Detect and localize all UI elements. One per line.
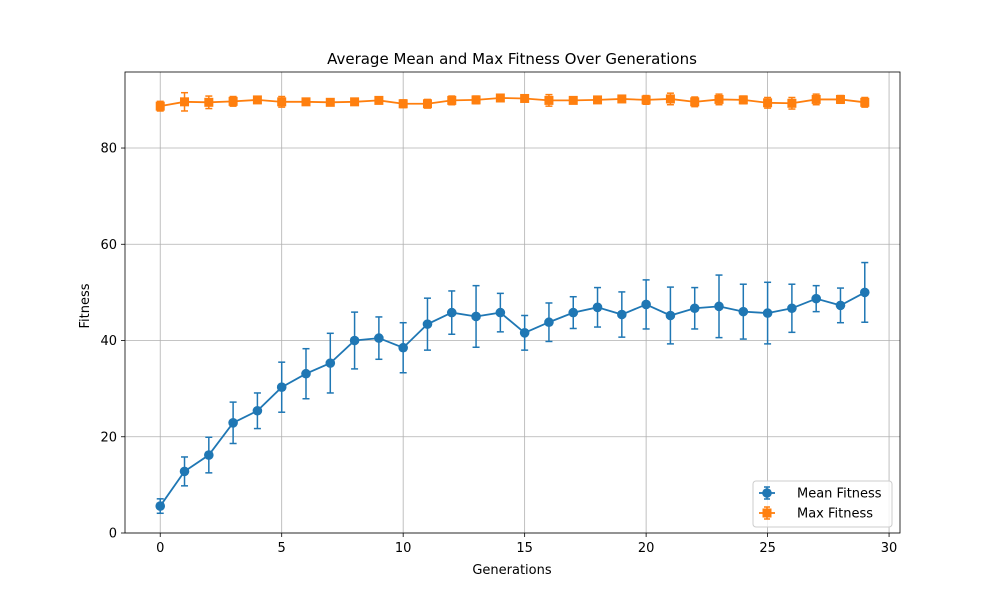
data-point — [471, 311, 481, 322]
data-point — [811, 293, 821, 304]
data-point — [374, 333, 384, 343]
data-point — [714, 301, 724, 312]
data-point — [835, 94, 845, 104]
x-tick-label: 5 — [278, 541, 286, 556]
legend-item: Mean Fitness — [759, 486, 882, 502]
data-point — [447, 95, 457, 105]
data-point — [690, 97, 700, 107]
data-point — [665, 310, 676, 321]
legend-marker — [762, 508, 772, 518]
data-point — [495, 307, 506, 318]
data-point — [422, 319, 433, 329]
plot-area-border — [124, 71, 901, 534]
y-tick-label: 40 — [100, 334, 117, 349]
x-tick-label: 20 — [638, 541, 655, 556]
data-point — [350, 97, 360, 107]
series-mean-fitness — [155, 261, 870, 515]
data-point — [641, 299, 651, 310]
data-point — [738, 306, 749, 317]
data-point — [762, 308, 773, 318]
data-point — [495, 93, 505, 103]
x-tick-label: 10 — [395, 541, 412, 556]
x-tick-label: 15 — [516, 541, 533, 556]
axis-ticks: 0 5 10 15 20 25 30 0 20 40 60 80 — [100, 142, 897, 556]
data-point — [860, 97, 870, 107]
series-max-fitness — [155, 91, 870, 112]
data-point — [593, 95, 603, 105]
x-axis-label: Generations — [472, 563, 552, 578]
data-point — [204, 97, 214, 107]
y-axis-label: Fitness — [78, 283, 93, 328]
data-point — [398, 99, 408, 109]
x-tick-label: 30 — [881, 541, 898, 556]
data-point — [641, 95, 651, 105]
y-tick-label: 0 — [109, 527, 117, 542]
legend-item: Max Fitness — [759, 506, 873, 522]
data-point — [568, 95, 578, 105]
data-point — [665, 94, 675, 104]
data-point — [787, 98, 797, 108]
data-point — [689, 303, 700, 314]
data-point — [738, 95, 748, 105]
data-point — [204, 450, 214, 460]
data-point — [180, 97, 190, 107]
data-point — [276, 382, 287, 392]
data-point — [544, 317, 554, 328]
data-point — [228, 418, 238, 428]
y-tick-label: 80 — [100, 142, 117, 157]
data-point — [835, 300, 846, 311]
data-point — [811, 94, 821, 104]
data-point — [374, 95, 384, 105]
data-point — [714, 94, 724, 104]
data-point — [763, 98, 773, 108]
data-point — [277, 97, 287, 107]
data-point — [228, 96, 238, 106]
y-tick-label: 60 — [100, 238, 117, 253]
data-point — [592, 302, 603, 313]
legend-box — [752, 480, 893, 528]
plot-frame — [124, 71, 901, 534]
legend-label: Max Fitness — [797, 507, 873, 522]
x-tick-label: 0 — [156, 541, 164, 556]
legend-marker — [762, 488, 772, 498]
data-point — [155, 501, 166, 511]
data-point — [446, 307, 457, 318]
data-point — [325, 97, 335, 107]
data-point — [859, 287, 870, 298]
data-point — [252, 95, 262, 105]
x-tick-label: 25 — [759, 541, 776, 556]
data-point — [617, 309, 627, 320]
data-point — [568, 307, 579, 318]
data-point — [179, 466, 190, 477]
legend-label: Mean Fitness — [797, 487, 882, 502]
y-tick-label: 20 — [100, 430, 117, 445]
data-point — [325, 358, 336, 368]
data-point — [301, 97, 311, 107]
data-point — [398, 342, 408, 353]
data-point — [252, 405, 263, 416]
data-point — [617, 94, 627, 104]
chart-title: Average Mean and Max Fitness Over Genera… — [327, 50, 697, 68]
data-point — [471, 95, 481, 105]
data-point — [349, 335, 360, 346]
series-layer — [155, 91, 870, 515]
chart-legend: Mean Fitness Max Fitness — [752, 480, 893, 528]
data-point — [301, 368, 311, 379]
data-point — [520, 93, 530, 103]
data-point — [519, 328, 530, 338]
data-point — [422, 99, 432, 109]
data-point — [155, 101, 165, 111]
data-point — [787, 303, 797, 314]
data-point — [544, 95, 554, 105]
